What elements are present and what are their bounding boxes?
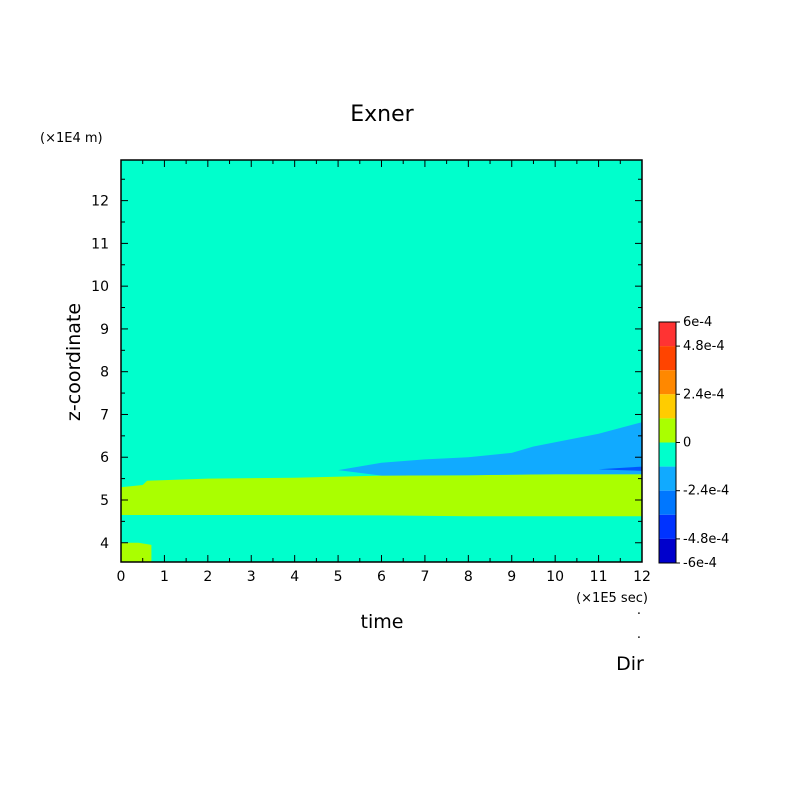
y-axis: 4 5 6 7 8 9 10 11 12 (91, 178, 642, 552)
colorbar-bin (659, 490, 676, 515)
colorbar-label: -4.8e-4 (683, 532, 729, 547)
colorbar-bin (659, 394, 676, 419)
colorbar-bin (659, 418, 676, 443)
colorbar-bin (659, 514, 676, 539)
region-0 (121, 474, 642, 517)
x-unit-label: (×1E5 sec) (576, 591, 648, 606)
chart-title: Exner (350, 102, 414, 127)
colorbar-label: -2.4e-4 (683, 484, 729, 499)
x-tick-label: 3 (247, 569, 256, 585)
colorbar-bin (659, 322, 676, 347)
y-tick-label: 12 (91, 194, 109, 210)
colorbar-label: 4.8e-4 (683, 339, 725, 354)
colorbar-bin (659, 442, 676, 467)
colorbar-label: 6e-4 (683, 315, 712, 330)
y-tick-label: 8 (100, 365, 109, 381)
colorbar-bin (659, 370, 676, 395)
colorbar-bin (659, 346, 676, 371)
x-tick-label: 9 (507, 569, 516, 585)
x-tick-label: 2 (203, 569, 212, 585)
y-tick-label: 5 (100, 493, 109, 509)
y-tick-label: 6 (100, 450, 109, 466)
colorbar: 6e-4 4.8e-4 2.4e-4 0 -2.4e-4 -4.8e-4 -6e-4 (658, 315, 729, 571)
direction-annotation: Dir (616, 653, 644, 675)
x-tick-label: 4 (290, 569, 299, 585)
y-tick-label: 11 (91, 236, 109, 252)
x-tick-label: 12 (633, 569, 651, 585)
x-tick-label: 6 (377, 569, 386, 585)
x-axis: 0 1 2 3 4 5 6 7 8 9 10 11 12 (117, 160, 651, 585)
colorbar-bin (659, 466, 676, 491)
y-tick-label: 10 (91, 279, 109, 295)
y-tick-label: 4 (100, 536, 109, 552)
colorbar-bin (659, 538, 676, 563)
x-tick-label: 10 (546, 569, 564, 585)
annotation-dot-lower: · (637, 631, 641, 646)
y-tick-label: 7 (100, 407, 109, 423)
y-unit-label: (×1E4 m) (40, 131, 103, 146)
x-tick-label: 0 (117, 569, 126, 585)
colorbar-label: -6e-4 (683, 556, 717, 571)
colorbar-label: 0 (683, 436, 691, 451)
annotation-dot-upper: · (637, 607, 641, 622)
region-2 (338, 422, 642, 476)
region-1 (121, 542, 152, 562)
x-tick-label: 8 (464, 569, 473, 585)
x-tick-label: 1 (160, 569, 169, 585)
colorbar-label: 2.4e-4 (683, 387, 725, 402)
region-3 (598, 466, 642, 471)
x-tick-label: 7 (420, 569, 429, 585)
plot-area (120, 159, 643, 563)
x-tick-label: 5 (334, 569, 343, 585)
y-tick-label: 9 (100, 322, 109, 338)
x-axis-label: time (361, 611, 404, 633)
y-axis-label: z-coordinate (63, 303, 85, 421)
x-tick-label: 11 (590, 569, 608, 585)
